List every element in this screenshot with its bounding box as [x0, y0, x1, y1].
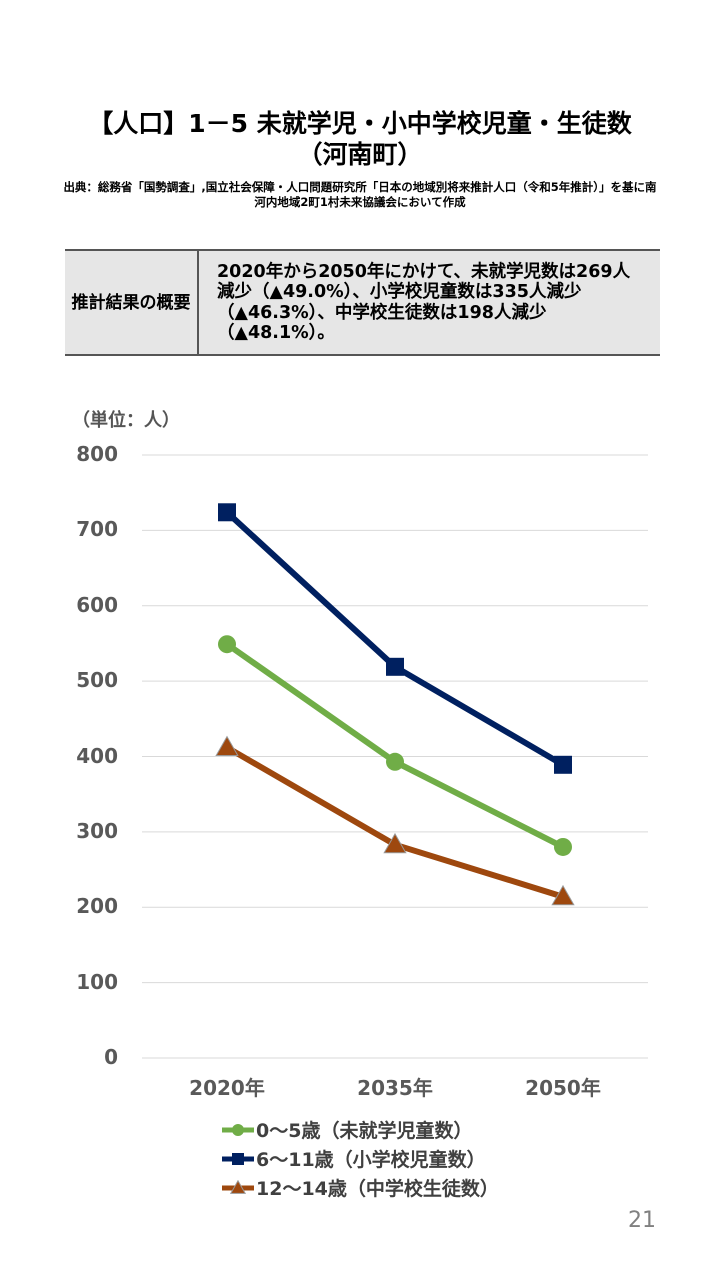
- y-tick-label: 500: [76, 668, 118, 693]
- y-tick-label: 400: [76, 743, 118, 768]
- chart-legend: 0～5歳（未就学児童数） 6～11歳（小学校児童数） 12～14歳（中学校生徒数）: [222, 1115, 499, 1202]
- circle-marker-icon: [218, 635, 236, 654]
- page-number: 21: [628, 1208, 656, 1233]
- triangle-marker-icon: [229, 1179, 247, 1194]
- legend-item: 0～5歳（未就学児童数）: [222, 1115, 499, 1144]
- series-line: [224, 510, 565, 768]
- circle-marker-icon: [554, 837, 572, 856]
- y-tick-label: 0: [104, 1045, 118, 1069]
- y-tick-label: 800: [76, 442, 118, 466]
- triangle-marker-icon: [551, 884, 575, 906]
- square-marker-icon: [218, 503, 236, 522]
- summary-text: 2020年から2050年にかけて、未就学児数は269人減少（▲49.0%）、小学…: [198, 249, 660, 356]
- title-line-1: 【人口】1－5 未就学児・小中学校児童・生徒数: [88, 109, 632, 138]
- x-tick-label: 2020年: [189, 1076, 265, 1100]
- legend-label: 0～5歳（未就学児童数）: [256, 1120, 473, 1142]
- circle-marker-icon: [232, 1123, 244, 1136]
- page-title: 【人口】1－5 未就学児・小中学校児童・生徒数 （河南町）: [0, 108, 720, 170]
- x-tick-label: 2035年: [357, 1076, 433, 1100]
- y-tick-label: 200: [76, 894, 118, 919]
- legend-item: 6～11歳（小学校児童数）: [222, 1144, 499, 1173]
- y-tick-label: 700: [76, 517, 118, 542]
- source-note: 出典：総務省「国勢調査」,国立社会保障・人口問題研究所「日本の地域別将来推計人口…: [63, 180, 657, 209]
- y-tick-label: 600: [76, 592, 118, 617]
- summary-table: 推計結果の概要 2020年から2050年にかけて、未就学児数は269人減少（▲4…: [65, 249, 660, 356]
- y-tick-label: 300: [76, 818, 118, 843]
- legend-item: 12～14歳（中学校生徒数）: [222, 1173, 499, 1202]
- circle-marker-icon: [386, 752, 404, 771]
- legend-label: 12～14歳（中学校生徒数）: [256, 1178, 499, 1200]
- triangle-marker-icon: [215, 735, 239, 757]
- summary-label: 推計結果の概要: [65, 249, 199, 356]
- square-marker-icon: [232, 1152, 244, 1165]
- legend-label: 6～11歳（小学校児童数）: [256, 1149, 486, 1171]
- x-tick-label: 2050年: [525, 1076, 601, 1100]
- unit-label: （単位：人）: [72, 410, 180, 431]
- square-marker-icon: [386, 657, 404, 676]
- triangle-marker-icon: [383, 832, 407, 854]
- square-marker-icon: [554, 755, 572, 774]
- title-line-2: （河南町）: [297, 140, 423, 169]
- square-legend-icon: [222, 1152, 254, 1165]
- y-tick-label: 100: [76, 969, 118, 994]
- triangle-legend-icon: [222, 1179, 254, 1194]
- circle-legend-icon: [222, 1123, 254, 1136]
